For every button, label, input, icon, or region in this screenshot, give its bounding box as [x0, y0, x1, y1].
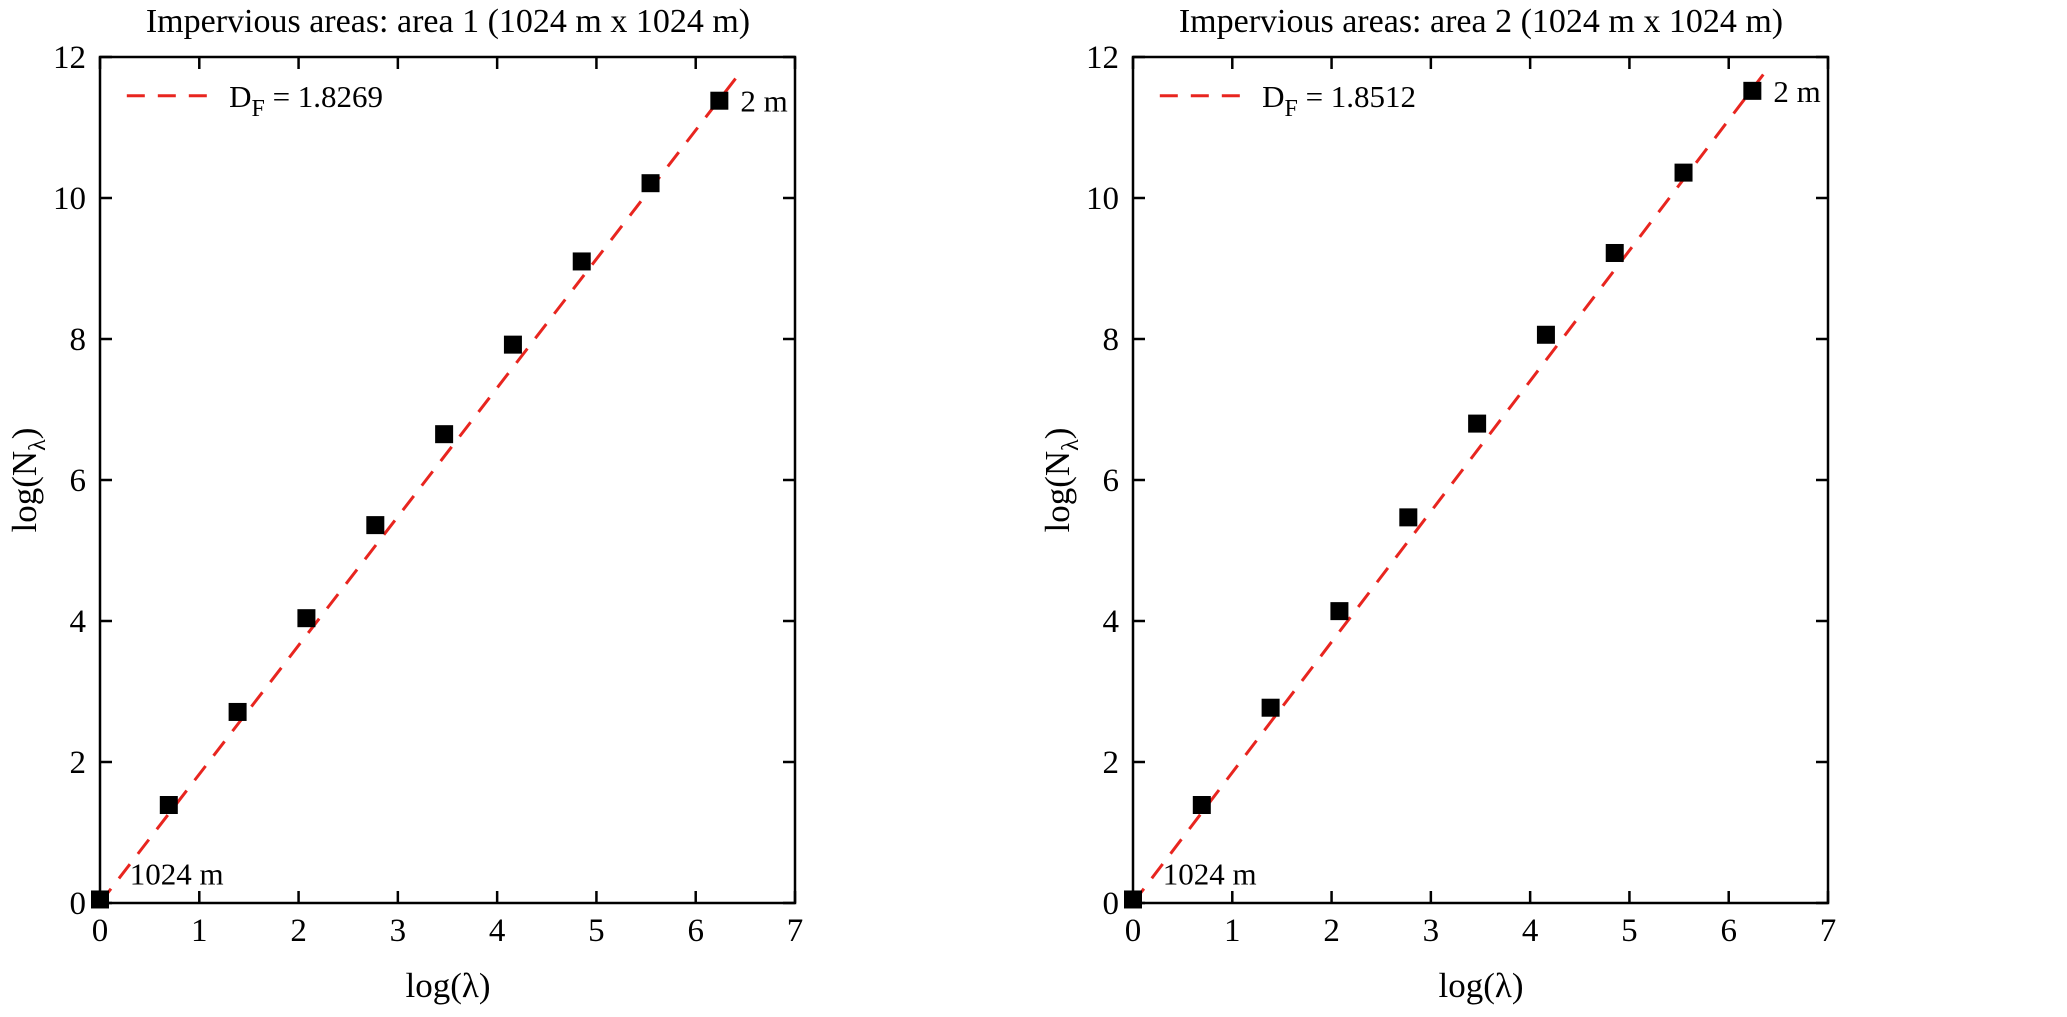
data-point: [366, 516, 385, 535]
x-tick-label: 7: [787, 913, 804, 949]
legend-label: DF = 1.8269: [229, 79, 383, 122]
plot-border: [98, 55, 797, 905]
data-point: [1124, 890, 1142, 909]
x-axis-label: log(λ): [1438, 966, 1523, 1005]
annotation-min-scale: 1024 m: [130, 856, 224, 891]
chart-panel-area1: Impervious areas: area 1 (1024 m x 1024 …: [0, 0, 1033, 1012]
x-tick-label: 0: [92, 913, 109, 949]
data-point: [1261, 698, 1280, 717]
data-point: [1399, 508, 1418, 527]
x-tick-label: 1: [191, 913, 208, 949]
plot-border: [1131, 55, 1830, 905]
legend-label: DF = 1.8512: [1262, 79, 1416, 122]
data-point: [228, 702, 247, 721]
chart-title: Impervious areas: area 1 (1024 m x 1024 …: [146, 3, 750, 40]
y-tick-label: 0: [70, 886, 87, 922]
data-point: [572, 252, 591, 271]
chart-title: Impervious areas: area 2 (1024 m x 1024 …: [1179, 3, 1783, 40]
y-tick-label: 10: [53, 181, 86, 217]
data-point: [297, 609, 316, 628]
data-point: [503, 335, 522, 354]
data-point: [1468, 414, 1487, 433]
x-tick-label: 6: [1720, 913, 1737, 949]
y-tick-label: 12: [1086, 40, 1119, 76]
x-tick-label: 1: [1224, 913, 1241, 949]
x-tick-label: 2: [1323, 913, 1340, 949]
data-point: [159, 796, 178, 815]
y-tick-label: 8: [1103, 322, 1120, 358]
y-tick-label: 6: [1103, 463, 1120, 499]
y-tick-label: 4: [1103, 604, 1120, 640]
data-point: [1330, 602, 1349, 621]
y-tick-label: 6: [70, 463, 87, 499]
x-tick-label: 3: [390, 913, 407, 949]
y-axis-label: log(Nλ): [1038, 428, 1084, 533]
x-tick-label: 3: [1423, 913, 1440, 949]
x-tick-label: 4: [1522, 913, 1539, 949]
data-point: [1605, 243, 1624, 262]
data-point: [710, 91, 729, 110]
annotation-max-scale: 2 m: [740, 84, 787, 119]
fit-line: [1131, 64, 1772, 904]
data-point: [91, 890, 109, 909]
x-tick-label: 5: [588, 913, 605, 949]
y-tick-label: 12: [53, 40, 86, 76]
annotation-min-scale: 1024 m: [1163, 856, 1257, 891]
data-point: [1192, 796, 1211, 815]
x-tick-label: 6: [687, 913, 704, 949]
x-tick-label: 2: [290, 913, 307, 949]
chart-area2-svg: Impervious areas: area 2 (1024 m x 1024 …: [1038, 3, 1836, 1005]
data-point: [1674, 163, 1693, 182]
data-point: [1536, 325, 1555, 344]
fit-line: [98, 71, 742, 904]
x-tick-label: 5: [1621, 913, 1638, 949]
y-tick-label: 10: [1086, 181, 1119, 217]
data-point: [641, 174, 660, 193]
annotation-max-scale: 2 m: [1773, 74, 1820, 109]
y-axis-label: log(Nλ): [5, 428, 51, 533]
y-tick-label: 4: [70, 604, 87, 640]
x-tick-label: 0: [1125, 913, 1142, 949]
chart-area1-svg: Impervious areas: area 1 (1024 m x 1024 …: [5, 3, 803, 1005]
data-point: [435, 425, 454, 444]
y-tick-label: 2: [70, 745, 87, 781]
y-tick-label: 0: [1103, 886, 1120, 922]
x-axis-label: log(λ): [405, 966, 490, 1005]
chart-panel-area2: Impervious areas: area 2 (1024 m x 1024 …: [1033, 0, 2066, 1012]
y-tick-label: 2: [1103, 745, 1120, 781]
x-tick-label: 4: [489, 913, 506, 949]
data-point: [1743, 81, 1762, 100]
x-tick-label: 7: [1820, 913, 1837, 949]
y-tick-label: 8: [70, 322, 87, 358]
